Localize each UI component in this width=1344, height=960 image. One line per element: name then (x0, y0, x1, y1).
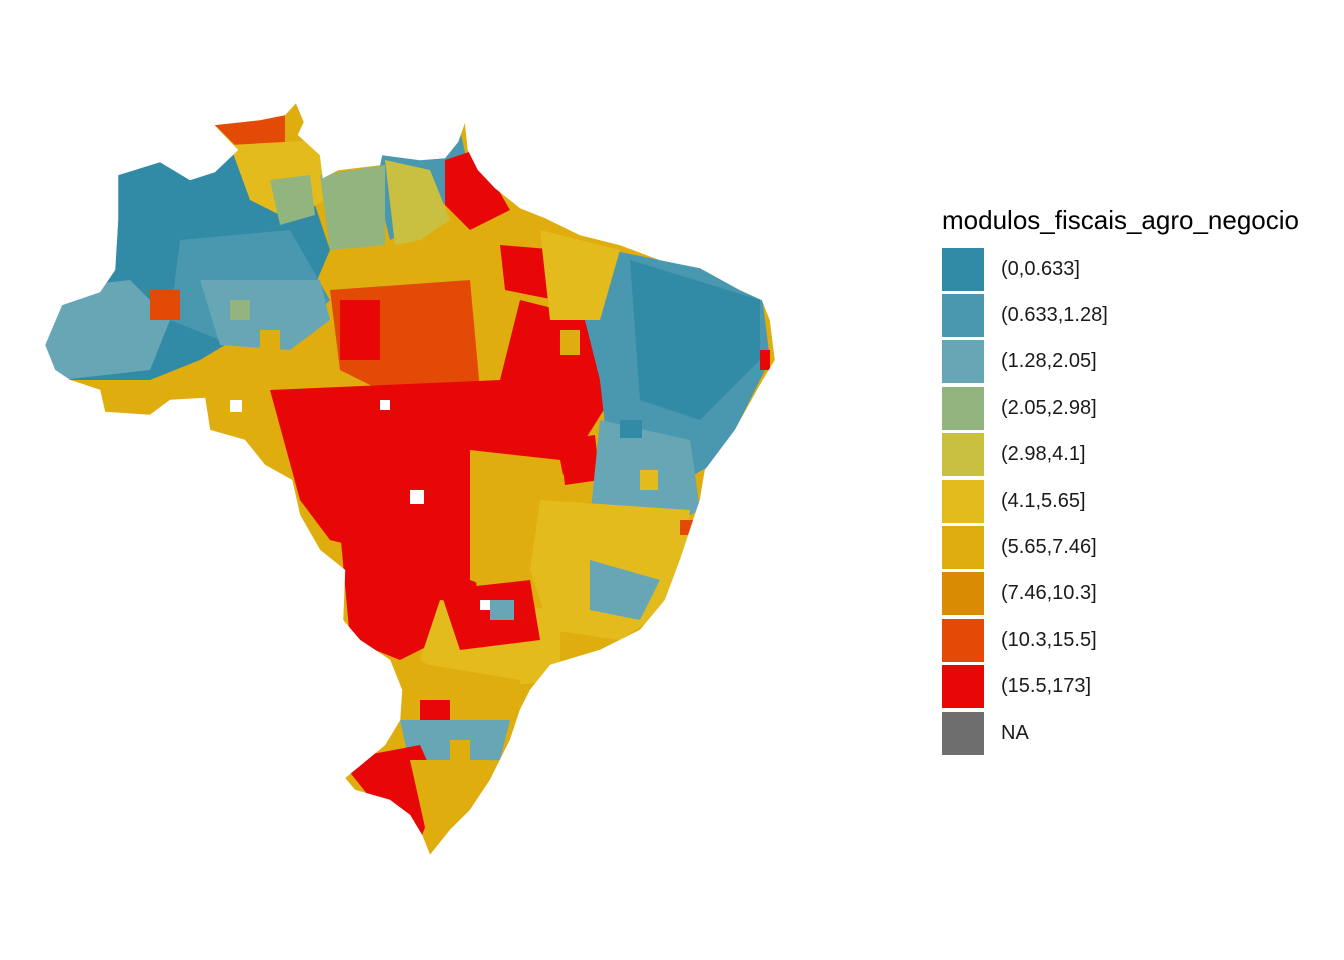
legend-item: (15.5,173] (942, 664, 1344, 710)
legend-label: (7.46,10.3] (1001, 582, 1097, 605)
region-para-center-red (340, 300, 380, 360)
legend-swatch (942, 572, 984, 616)
legend-label: (10.3,15.5] (1001, 628, 1097, 651)
legend-label: (0,0.633] (1001, 257, 1080, 280)
region-northeast-dark (630, 260, 760, 420)
legend-label: NA (1001, 721, 1029, 744)
legend-swatch (942, 247, 984, 291)
map-legend: modulos_fiscais_agro_negocio (0,0.633] (0… (942, 205, 1344, 756)
legend-item: (5.65,7.46] (942, 524, 1344, 570)
legend-item: (0,0.633] (942, 246, 1344, 292)
legend-label: (0.633,1.28] (1001, 304, 1108, 327)
legend-swatch (942, 665, 984, 709)
brazil-outline (44, 102, 776, 856)
legend-label: (2.98,4.1] (1001, 443, 1086, 466)
region-roraima-north (210, 115, 285, 150)
legend-swatch (942, 294, 984, 338)
legend-item: (0.633,1.28] (942, 292, 1344, 338)
legend-swatch (942, 433, 984, 477)
legend-label: (2.05,2.98] (1001, 396, 1097, 419)
municipality-patches (150, 290, 770, 760)
region-acre (45, 280, 170, 380)
legend-swatch (942, 479, 984, 523)
legend-title: modulos_fiscais_agro_negocio (942, 205, 1300, 235)
legend-swatch (942, 386, 984, 430)
region-para-north (385, 160, 450, 245)
legend-item: (10.3,15.5] (942, 617, 1344, 663)
legend-label: (1.28,2.05] (1001, 350, 1097, 373)
region-amapa-south (445, 150, 510, 230)
region-rio-grande-do-sul-east (410, 760, 490, 850)
legend-item: NA (942, 710, 1344, 756)
region-goias-red (560, 435, 600, 485)
legend-item: (2.98,4.1] (942, 432, 1344, 478)
legend-item: (7.46,10.3] (942, 571, 1344, 617)
region-maranhao (540, 230, 620, 320)
legend-label: (4.1,5.65] (1001, 489, 1086, 512)
region-mato-grosso (270, 380, 520, 560)
legend-swatch (942, 711, 984, 755)
legend-item: (1.28,2.05] (942, 339, 1344, 385)
legend-item: (2.05,2.98] (942, 385, 1344, 431)
region-minas-blue (590, 560, 660, 620)
legend-label: (15.5,173] (1001, 675, 1092, 698)
region-amazonas-south (200, 280, 330, 350)
legend-item: (4.1,5.65] (942, 478, 1344, 524)
region-roraima-east (270, 175, 315, 225)
brazil-municipality-map (44, 102, 776, 856)
legend-label: (5.65,7.46] (1001, 536, 1097, 559)
legend-swatch (942, 618, 984, 662)
legend-items: (0,0.633] (0.633,1.28] (1.28,2.05] (2.05,2.… (942, 246, 1344, 756)
legend-swatch (942, 526, 984, 570)
region-para-northwest (320, 165, 385, 250)
region-tocantins (500, 300, 610, 480)
legend-swatch (942, 340, 984, 384)
